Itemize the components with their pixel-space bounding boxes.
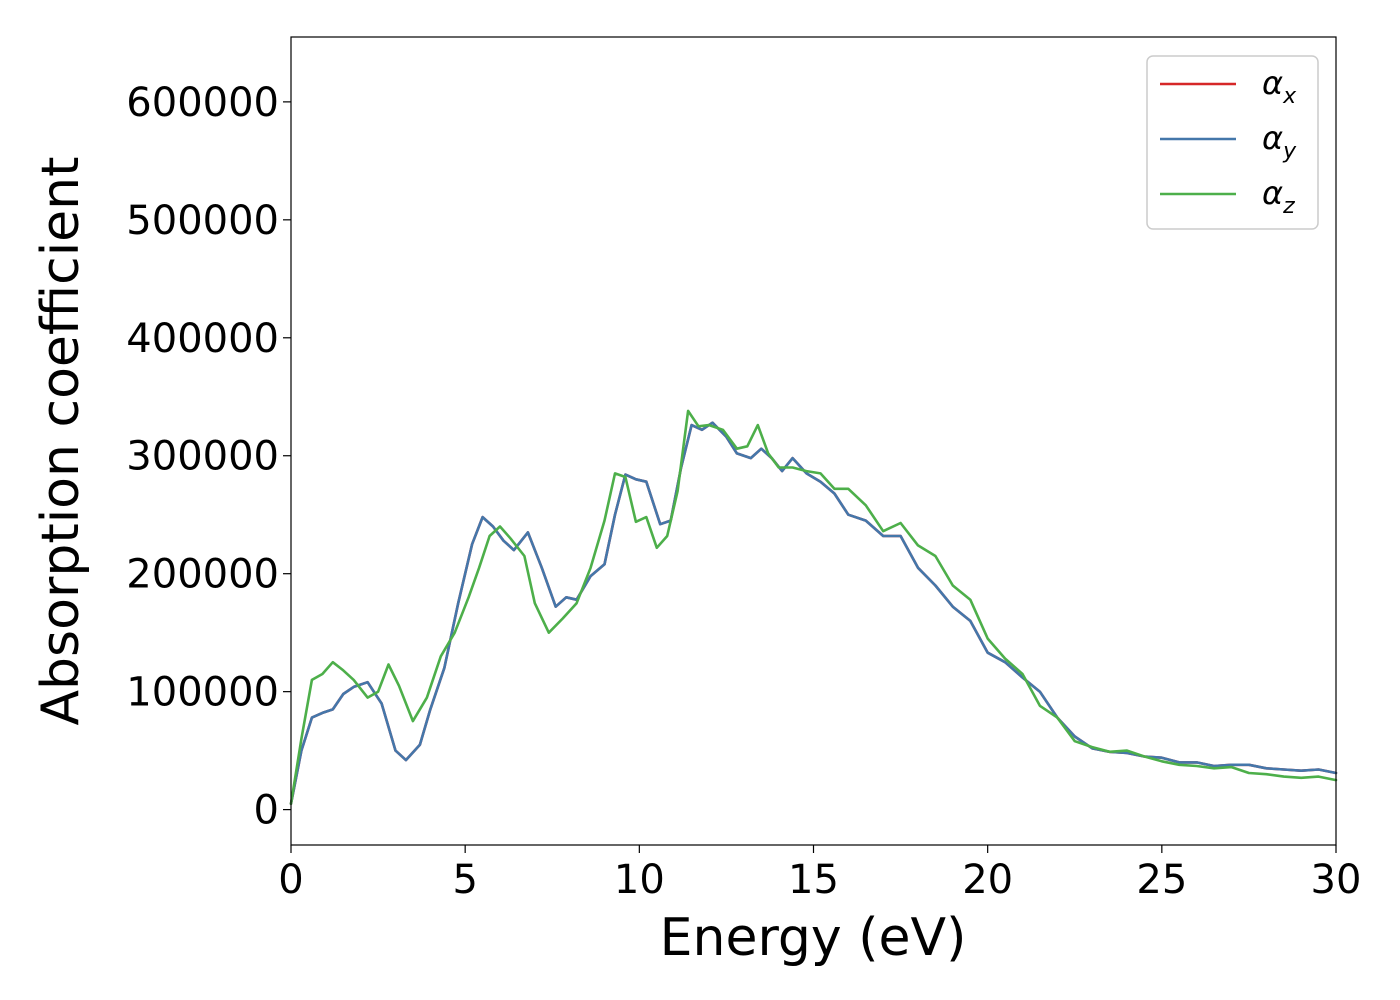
x-axis-label: Energy (eV) xyxy=(660,908,967,968)
x-tick-label: 30 xyxy=(1311,857,1362,903)
y-tick-label: 100000 xyxy=(126,670,279,716)
series-line-z xyxy=(289,409,1338,805)
series-layer xyxy=(289,409,1338,805)
y-tick-label: 0 xyxy=(254,788,279,834)
y-tick-label: 400000 xyxy=(126,316,279,362)
y-tick-label: 200000 xyxy=(126,552,279,598)
x-axis-ticks: 0 5 10 15 20 25 30 xyxy=(278,845,1361,903)
y-tick-label: 600000 xyxy=(126,80,279,126)
y-axis-label: Absorption coefficient xyxy=(31,156,91,725)
x-tick-label: 25 xyxy=(1136,857,1187,903)
x-tick-label: 10 xyxy=(614,857,665,903)
y-tick-label: 500000 xyxy=(126,198,279,244)
x-tick-label: 15 xyxy=(788,857,839,903)
x-tick-label: 0 xyxy=(278,857,303,903)
x-tick-label: 20 xyxy=(962,857,1013,903)
y-tick-label: 300000 xyxy=(126,434,279,480)
y-axis-ticks: 0 100000 200000 300000 400000 500000 600000 xyxy=(126,80,291,834)
legend-box xyxy=(1146,55,1319,230)
x-tick-label: 5 xyxy=(452,857,477,903)
